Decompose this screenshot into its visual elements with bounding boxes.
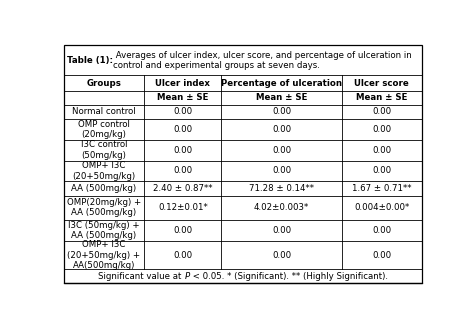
Text: Mean ± SE: Mean ± SE [256,93,307,102]
Text: Mean ± SE: Mean ± SE [157,93,209,102]
Text: Table (1):: Table (1): [66,56,113,65]
Text: 0.00: 0.00 [173,146,192,155]
Text: 0.12±0.01*: 0.12±0.01* [158,203,208,212]
Text: Ulcer index: Ulcer index [155,79,210,87]
Text: 0.00: 0.00 [372,125,392,134]
Text: Normal control: Normal control [72,107,136,116]
Text: Averages of ulcer index, ulcer score, and percentage of ulceration in
control an: Averages of ulcer index, ulcer score, an… [113,50,411,70]
Text: < 0.05. * (Significant). ** (Highly Significant).: < 0.05. * (Significant). ** (Highly Sign… [190,272,388,281]
Text: 0.00: 0.00 [272,146,291,155]
Text: 71.28 ± 0.14**: 71.28 ± 0.14** [249,184,314,193]
Text: Significant value at: Significant value at [98,272,184,281]
Text: OMP control
(20mg/kg): OMP control (20mg/kg) [78,120,130,139]
Text: Groups: Groups [87,79,121,87]
Text: 0.00: 0.00 [173,107,192,116]
Text: 0.00: 0.00 [372,226,392,235]
Text: Percentage of ulceration: Percentage of ulceration [221,79,342,87]
Text: Significant value at P < 0.05. * (Significant). ** (Highly Significant).: Significant value at P < 0.05. * (Signif… [98,272,388,281]
Text: 0.00: 0.00 [372,107,392,116]
Text: Mean ± SE: Mean ± SE [356,93,408,102]
Text: I3C control
(50mg/kg): I3C control (50mg/kg) [81,140,127,160]
Text: 1.67 ± 0.71**: 1.67 ± 0.71** [352,184,411,193]
Text: 0.00: 0.00 [173,226,192,235]
Text: 0.00: 0.00 [173,125,192,134]
Text: 0.00: 0.00 [372,166,392,176]
Text: 0.00: 0.00 [173,251,192,260]
Text: 0.00: 0.00 [272,125,291,134]
Text: OMP+ I3C
(20+50mg/kg): OMP+ I3C (20+50mg/kg) [73,161,136,181]
Text: AA (500mg/kg): AA (500mg/kg) [72,184,137,193]
Text: P: P [184,272,190,281]
Text: 0.00: 0.00 [272,166,291,176]
Text: OMP+ I3C
(20+50mg/kg) +
AA(500mg/kg): OMP+ I3C (20+50mg/kg) + AA(500mg/kg) [67,240,141,270]
Text: I3C (50mg/kg) +
AA (500mg/kg): I3C (50mg/kg) + AA (500mg/kg) [68,221,140,240]
Text: 0.00: 0.00 [272,107,291,116]
Text: OMP(20mg/kg) +
AA (500mg/kg): OMP(20mg/kg) + AA (500mg/kg) [67,198,141,217]
Text: Ulcer score: Ulcer score [355,79,409,87]
Text: 2.40 ± 0.87**: 2.40 ± 0.87** [153,184,213,193]
Text: 0.00: 0.00 [372,251,392,260]
Text: 0.004±0.00*: 0.004±0.00* [354,203,410,212]
Text: 0.00: 0.00 [272,226,291,235]
Text: 0.00: 0.00 [272,251,291,260]
Text: 0.00: 0.00 [173,166,192,176]
Text: 4.02±0.003*: 4.02±0.003* [254,203,309,212]
Text: 0.00: 0.00 [372,146,392,155]
